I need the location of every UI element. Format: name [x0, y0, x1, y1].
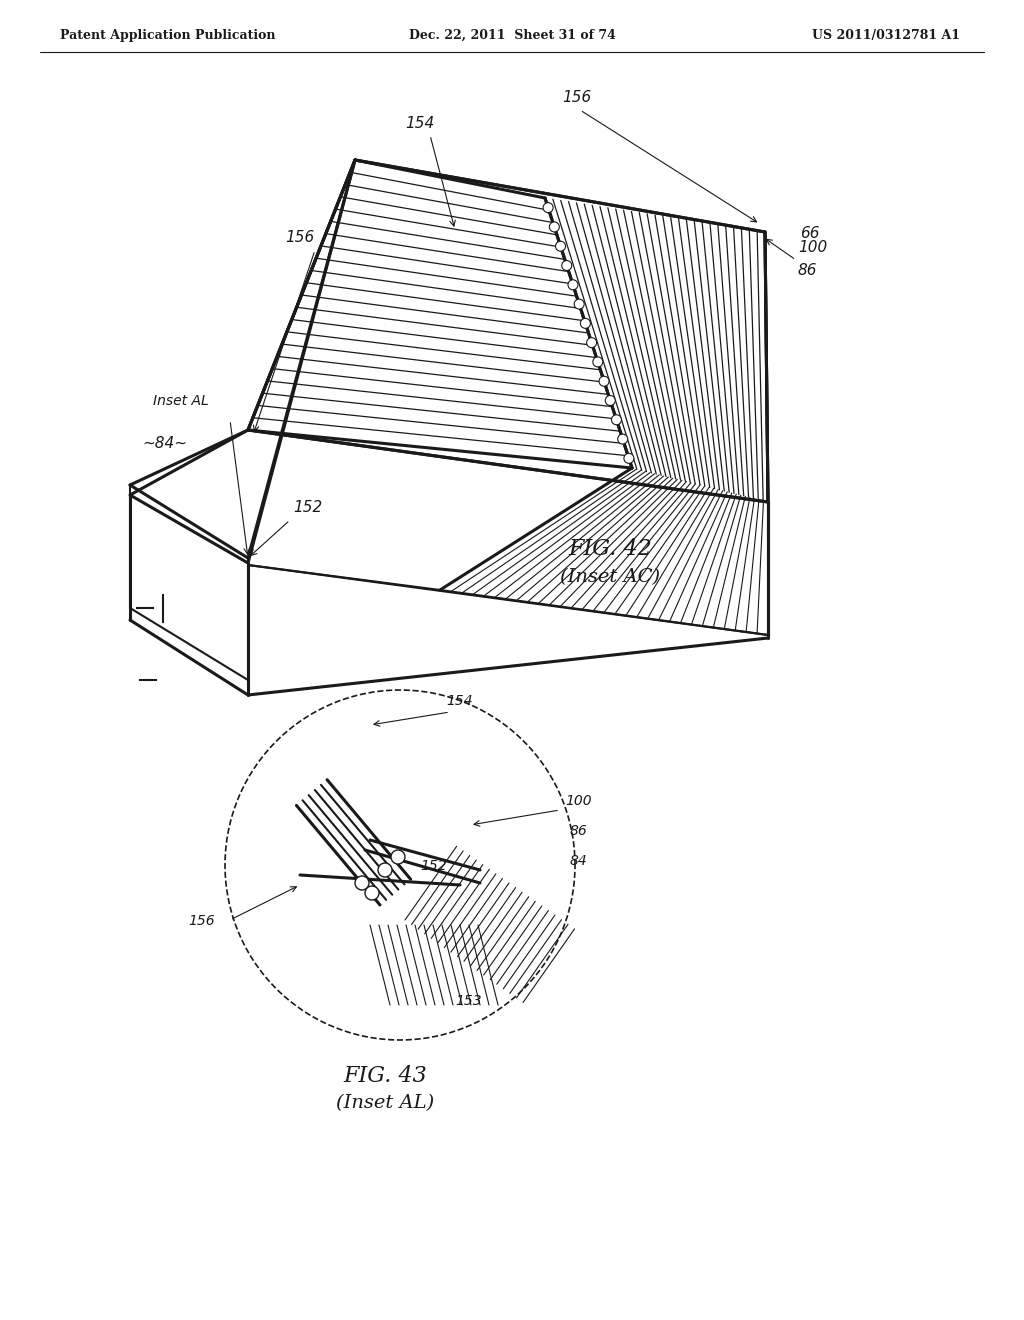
Circle shape: [568, 280, 578, 290]
Text: 86: 86: [570, 824, 588, 838]
Circle shape: [543, 203, 553, 213]
Text: (Inset AC): (Inset AC): [560, 568, 660, 586]
Text: 100: 100: [798, 240, 827, 255]
Text: 153: 153: [455, 994, 481, 1008]
Circle shape: [605, 396, 615, 405]
Circle shape: [611, 414, 622, 425]
Circle shape: [556, 242, 565, 251]
Circle shape: [391, 850, 406, 865]
Text: 154: 154: [446, 694, 473, 708]
Text: 100: 100: [565, 795, 592, 808]
Text: 152: 152: [420, 859, 446, 873]
Circle shape: [574, 300, 584, 309]
Text: ~84~: ~84~: [142, 436, 187, 451]
Text: Patent Application Publication: Patent Application Publication: [60, 29, 275, 41]
Circle shape: [581, 318, 591, 329]
Text: 156: 156: [286, 230, 314, 246]
Circle shape: [617, 434, 628, 444]
Circle shape: [599, 376, 609, 387]
Text: 66: 66: [800, 226, 819, 242]
Text: FIG. 42: FIG. 42: [568, 539, 652, 560]
Circle shape: [549, 222, 559, 232]
Circle shape: [378, 863, 392, 876]
Text: 156: 156: [188, 913, 215, 928]
Text: Dec. 22, 2011  Sheet 31 of 74: Dec. 22, 2011 Sheet 31 of 74: [409, 29, 615, 41]
Circle shape: [365, 886, 379, 900]
Text: 152: 152: [293, 500, 323, 515]
Text: FIG. 43: FIG. 43: [343, 1065, 427, 1086]
Circle shape: [562, 260, 571, 271]
Circle shape: [355, 876, 369, 890]
Circle shape: [593, 356, 603, 367]
Circle shape: [587, 338, 597, 347]
Text: 84: 84: [570, 854, 588, 869]
Text: 86: 86: [798, 263, 817, 279]
Text: Inset AL: Inset AL: [153, 393, 209, 408]
Text: 154: 154: [406, 116, 434, 131]
Circle shape: [624, 453, 634, 463]
Text: US 2011/0312781 A1: US 2011/0312781 A1: [812, 29, 961, 41]
Text: 156: 156: [562, 90, 592, 106]
Text: (Inset AL): (Inset AL): [336, 1094, 434, 1111]
